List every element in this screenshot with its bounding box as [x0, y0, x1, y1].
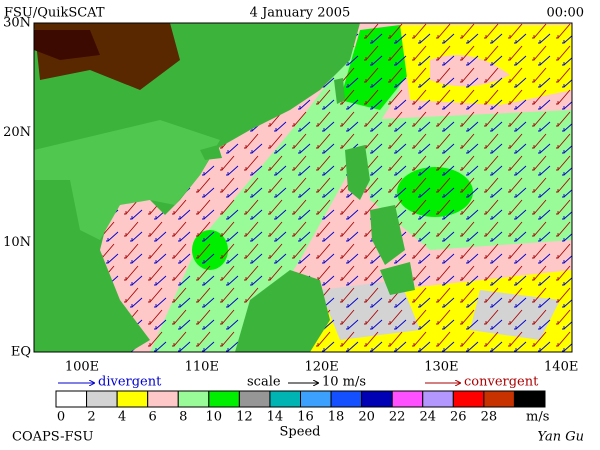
colorbar-tick: 16 — [297, 410, 314, 425]
lat-label: 20N — [3, 125, 31, 140]
colorbar-box — [422, 390, 454, 408]
lon-label: 140E — [544, 360, 578, 375]
lon-label: 110E — [185, 360, 219, 375]
time: 00:00 — [547, 6, 584, 21]
colorbar-box — [269, 390, 301, 408]
colorbar-tick: 20 — [358, 410, 375, 425]
colorbar-tick: 0 — [57, 410, 65, 425]
lon-label: 100E — [65, 360, 99, 375]
mindanao — [380, 262, 415, 295]
colorbar-tick: 6 — [149, 410, 157, 425]
borneo — [235, 270, 330, 352]
colorbar-box — [452, 390, 485, 408]
colorbar-tick: 22 — [389, 410, 406, 425]
colorbar-box — [147, 390, 179, 408]
land — [34, 23, 360, 352]
colorbar-box — [55, 390, 88, 408]
date: 4 January 2005 — [250, 6, 351, 21]
footer-right: Yan Gu — [537, 430, 584, 445]
colorbar-tick: 28 — [481, 410, 498, 425]
luzon — [345, 145, 370, 200]
map-frame — [33, 22, 573, 353]
colorbar-tick: 2 — [87, 410, 95, 425]
colorbar-box — [361, 390, 393, 408]
colorbar-tick: 4 — [118, 410, 126, 425]
lon-label: 130E — [424, 360, 458, 375]
colorbar-box — [208, 390, 240, 408]
colorbar-tick: 8 — [179, 410, 187, 425]
scale-value: 10 m/s — [322, 375, 366, 390]
footer-left: COAPS-FSU — [12, 430, 93, 445]
colorbar-box — [116, 390, 149, 408]
colorbar-tick: 26 — [450, 410, 467, 425]
colorbar-tick: 14 — [267, 410, 284, 425]
divergent-label: divergent — [98, 375, 162, 390]
colorbar-box — [177, 390, 210, 408]
land-high — [34, 30, 100, 60]
colorbar-tick: 24 — [419, 410, 436, 425]
colorbar-box — [513, 390, 546, 408]
colorbar-box — [483, 390, 515, 408]
colorbar-box — [391, 390, 424, 408]
colorbar-tick: 10 — [206, 410, 223, 425]
convergent-label: convergent — [464, 375, 539, 390]
lat-label: 10N — [3, 235, 31, 250]
land — [34, 120, 220, 240]
source: FSU/QuikSCAT — [4, 6, 105, 21]
lat-labels: 30N 20N 10N EQ — [3, 16, 31, 360]
land — [34, 260, 110, 352]
taiwan — [334, 78, 345, 104]
lon-label: 120E — [304, 360, 338, 375]
colorbar-tick: 18 — [328, 410, 345, 425]
colorbar: 0 2 4 6 8 10 12 14 16 18 20 22 24 26 28 — [55, 390, 546, 425]
colorbar-box — [238, 390, 271, 408]
map — [34, 23, 572, 352]
colorbar-box — [300, 390, 332, 408]
lat-label: EQ — [11, 345, 31, 360]
colorbar-unit: m/s — [526, 410, 549, 425]
lon-labels: 100E 110E 120E 130E 140E — [65, 360, 579, 375]
colorbar-tick: 12 — [236, 410, 253, 425]
colorbar-box — [86, 390, 118, 408]
philippines — [370, 205, 405, 265]
colorbar-box — [330, 390, 363, 408]
hainan — [200, 145, 222, 160]
scale-label: scale — [247, 375, 281, 390]
colorbar-title: Speed — [280, 425, 321, 440]
lat-label: 30N — [3, 16, 31, 31]
